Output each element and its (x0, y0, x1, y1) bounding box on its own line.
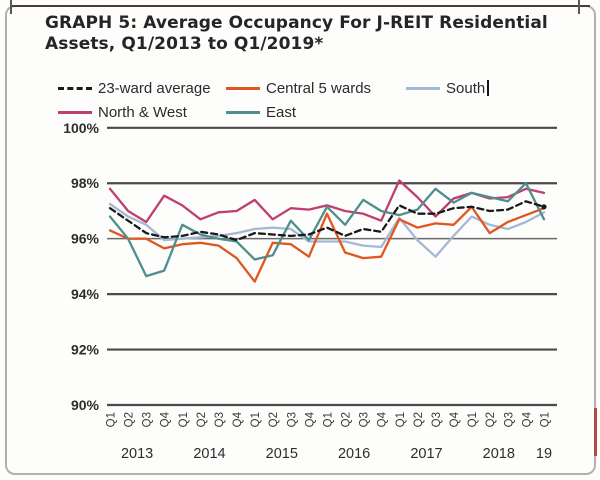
corner-tick-right (578, 0, 580, 14)
x-tick-label-q13: Q1 (322, 412, 334, 427)
x-tick-label-q19: Q3 (431, 412, 443, 427)
x-tick-label-q16: Q4 (377, 411, 389, 427)
legend-label: East (266, 103, 297, 121)
x-tick-label-q3: Q3 (142, 412, 154, 427)
x-tick-label-q10: Q2 (268, 412, 280, 427)
legend: 23-ward average Central 5 wards South No… (58, 76, 558, 124)
x-tick-label-q20: Q4 (449, 411, 461, 427)
x-tick-label-q25: Q1 (539, 412, 551, 427)
x-tick-label-q9: Q1 (250, 412, 262, 427)
x-tick-label-q24: Q4 (521, 411, 533, 427)
y-tick-label-94: 94% (71, 286, 100, 302)
x-tick-label-q14: Q2 (341, 412, 353, 427)
year-label-19: 19 (536, 446, 552, 462)
x-tick-label-q23: Q3 (503, 412, 515, 427)
year-label-2018: 2018 (483, 446, 515, 462)
x-tick-label-q6: Q2 (196, 412, 208, 427)
x-tick-label-q4: Q4 (160, 411, 172, 427)
x-tick-label-q1: Q1 (106, 412, 118, 427)
legend-swatch-orange (226, 86, 260, 90)
chart-title: GRAPH 5: Average Occupancy For J-REIT Re… (45, 13, 570, 56)
legend-label: South (446, 79, 486, 97)
year-label-2015: 2015 (266, 446, 298, 462)
legend-label: Central 5 wards (266, 79, 372, 97)
x-tick-label-q8: Q4 (232, 411, 244, 427)
x-tick-label-q15: Q3 (359, 412, 371, 427)
legend-swatch-blue (406, 86, 440, 90)
scan-artifact-line (594, 408, 597, 456)
year-label-2014: 2014 (193, 446, 225, 462)
legend-swatch-dashed (58, 86, 92, 90)
x-tick-label-q22: Q2 (485, 412, 497, 427)
series-line-south (108, 202, 546, 258)
x-tick-label-q12: Q4 (304, 411, 316, 427)
x-tick-label-q11: Q3 (286, 412, 298, 427)
y-tick-label-96: 96% (71, 231, 100, 247)
top-rule (10, 5, 590, 7)
year-label-2016: 2016 (338, 446, 370, 462)
x-tick-label-q2: Q2 (124, 412, 136, 427)
x-tick-label-q17: Q1 (395, 412, 407, 427)
y-tick-label-98: 98% (71, 175, 100, 191)
x-tick-label-q5: Q1 (178, 412, 190, 427)
series-end-dot (541, 204, 547, 210)
legend-swatch-pink (58, 110, 92, 114)
legend-item-north-west: North & West (58, 104, 226, 121)
x-tick-label-q21: Q1 (467, 412, 479, 427)
legend-item-central-5-wards: Central 5 wards (226, 80, 406, 97)
legend-label: 23-ward average (98, 79, 211, 97)
x-tick-label-q18: Q2 (413, 412, 425, 427)
y-tick-label-92: 92% (71, 342, 100, 358)
legend-item-east: East (226, 104, 296, 121)
legend-item-23-ward-average: 23-ward average (58, 80, 226, 97)
legend-label: North & West (98, 103, 187, 121)
x-tick-label-q7: Q3 (214, 412, 226, 427)
corner-tick-left (10, 0, 12, 14)
legend-item-south: South (406, 79, 490, 97)
series-line-23-ward-average (108, 200, 546, 242)
y-tick-label-90: 90% (71, 397, 100, 413)
series-line-east (108, 182, 546, 278)
y-tick-label-100: 100% (63, 120, 99, 136)
year-label-2017: 2017 (410, 446, 442, 462)
year-label-2013: 2013 (121, 446, 153, 462)
chart-title-line1: GRAPH 5: Average Occupancy For J-REIT Re… (45, 13, 548, 33)
text-cursor (487, 80, 490, 96)
chart-title-line2: Assets, Q1/2013 to Q1/2019* (45, 34, 324, 55)
legend-swatch-teal (226, 110, 260, 114)
